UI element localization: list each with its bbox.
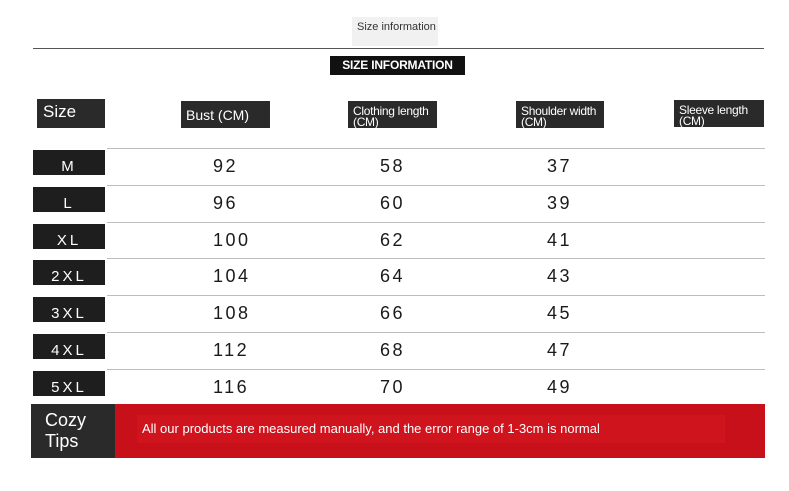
header-shoulder-width: Shoulder width (CM) [516, 101, 604, 128]
shoulder-width-value: 37 [547, 156, 573, 176]
bust-value: 96 [213, 193, 239, 213]
bust-value: 100 [213, 230, 251, 250]
row-divider [107, 185, 765, 186]
clothing-length-value: 62 [380, 230, 406, 250]
size-label: 5XL [33, 371, 105, 396]
row-divider [107, 295, 765, 296]
bust-value: 92 [213, 156, 239, 176]
shoulder-width-value: 47 [547, 340, 573, 360]
shoulder-width-value: 49 [547, 377, 573, 397]
clothing-length-value: 64 [380, 266, 406, 286]
clothing-length-value: 66 [380, 303, 406, 323]
row-divider [107, 222, 765, 223]
cozy-tips-text: All our products are measured manually, … [137, 415, 725, 443]
shoulder-width-value: 43 [547, 266, 573, 286]
shoulder-width-value: 41 [547, 230, 573, 250]
size-label: 2XL [33, 260, 105, 285]
header-clothing-length: Clothing length (CM) [348, 101, 437, 128]
size-label: M [33, 150, 105, 175]
size-information-banner: SIZE INFORMATION [330, 56, 465, 75]
row-divider [107, 258, 765, 259]
header-bust: Bust (CM) [181, 101, 270, 128]
size-label: L [33, 187, 105, 212]
bust-value: 108 [213, 303, 251, 323]
top-divider [33, 48, 764, 49]
clothing-length-value: 70 [380, 377, 406, 397]
header-size-label: Size [43, 102, 77, 121]
clothing-length-value: 60 [380, 193, 406, 213]
bust-value: 112 [213, 340, 250, 360]
clothing-length-value: 68 [380, 340, 406, 360]
header-size: Size [37, 99, 105, 128]
row-divider [107, 148, 765, 149]
shoulder-width-value: 39 [547, 193, 573, 213]
header-sleeve-length: Sleeve length (CM) [674, 100, 764, 127]
bust-value: 104 [213, 266, 251, 286]
cozy-tips-label: Cozy Tips [31, 404, 115, 458]
row-divider [107, 369, 765, 370]
row-divider [107, 332, 765, 333]
size-information-tag: Size information [352, 17, 438, 46]
size-label: XL [33, 224, 105, 249]
size-label: 3XL [33, 297, 105, 322]
bust-value: 116 [213, 377, 250, 397]
clothing-length-value: 58 [380, 156, 406, 176]
shoulder-width-value: 45 [547, 303, 573, 323]
size-label: 4XL [33, 334, 105, 359]
